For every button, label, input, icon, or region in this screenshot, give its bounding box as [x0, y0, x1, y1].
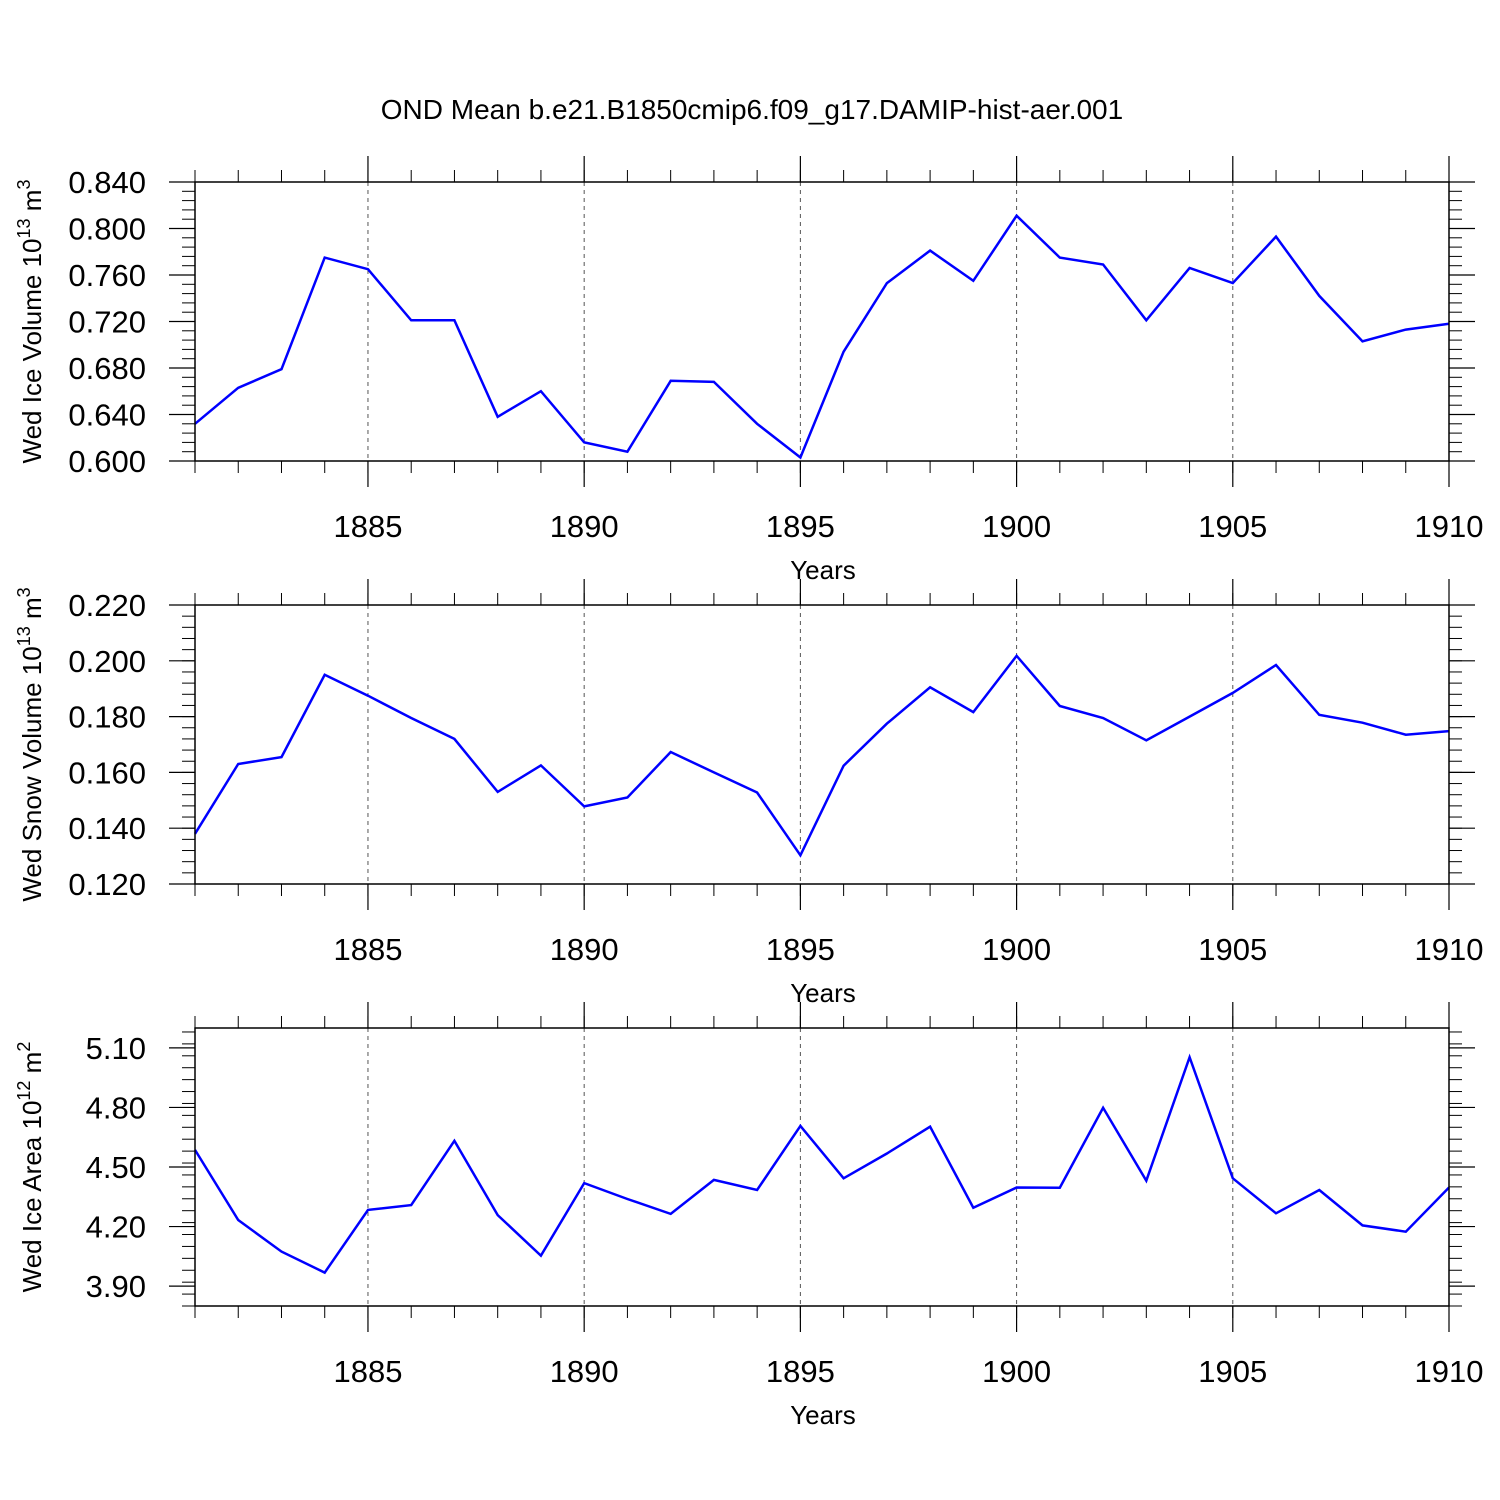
x-tick-label: 1895: [766, 509, 835, 544]
x-tick-label: 1885: [333, 509, 402, 544]
x-tick-label: 1905: [1198, 932, 1267, 967]
x-tick-label: 1900: [982, 1354, 1051, 1389]
y-tick-label: 0.200: [68, 644, 146, 679]
x-axis-label: Years: [790, 978, 856, 1008]
x-axis-label: Years: [790, 1400, 856, 1430]
x-tick-label: 1890: [550, 509, 619, 544]
y-tick-label: 4.50: [86, 1150, 146, 1185]
panel-3: 3.90 4.20 4.50 4.80 5.10 1885 1890 1895 1900 1905…: [14, 1002, 1483, 1430]
y-tick-label: 0.220: [68, 588, 146, 623]
x-tick-label: 1885: [333, 1354, 402, 1389]
y-tick-label: 0.760: [68, 258, 146, 293]
panels: 0.600 0.640 0.680 0.720 0.760 0.800 0.840 1885 1…: [14, 156, 1483, 1430]
series-line: [193, 653, 1450, 858]
y-tick-label: 0.840: [68, 165, 146, 200]
y-tick-label: 0.140: [68, 811, 146, 846]
y-tick-label: 0.180: [68, 700, 146, 735]
x-tick-label: 1905: [1198, 509, 1267, 544]
x-tick-label: 1895: [766, 932, 835, 967]
y-tick-label: 4.80: [86, 1090, 146, 1125]
x-tick-label: 1890: [550, 932, 619, 967]
y-tick-label: 0.640: [68, 398, 146, 433]
panel-2: 0.120 0.140 0.160 0.180 0.200 0.220 1885 1890 18…: [14, 579, 1483, 1008]
y-axis-label: Wed Snow Volume 1013 m3: [14, 587, 47, 901]
x-tick-label: 1905: [1198, 1354, 1267, 1389]
plot-frame: [194, 181, 1450, 462]
y-tick-label: 3.90: [86, 1269, 146, 1304]
chart-title: OND Mean b.e21.B1850cmip6.f09_g17.DAMIP-…: [381, 94, 1123, 125]
panel-1: 0.600 0.640 0.680 0.720 0.760 0.800 0.840 1885 1…: [14, 156, 1483, 585]
y-axis-label: Wed Ice Volume 1013 m3: [14, 180, 47, 464]
x-tick-label: 1895: [766, 1354, 835, 1389]
y-tick-label: 4.20: [86, 1210, 146, 1245]
x-tick-label: 1910: [1415, 509, 1484, 544]
y-tick-label: 5.10: [86, 1031, 146, 1066]
y-tick-label: 0.800: [68, 212, 146, 247]
y-tick-label: 0.720: [68, 305, 146, 340]
x-tick-label: 1900: [982, 932, 1051, 967]
y-tick-label: 0.680: [68, 351, 146, 386]
series-line: [194, 213, 1450, 460]
y-axis-label: Wed Ice Area 1012 m2: [14, 1042, 47, 1293]
plot-frame: [194, 1027, 1450, 1307]
x-axis-label: Years: [790, 555, 856, 585]
x-tick-label: 1910: [1415, 1354, 1484, 1389]
x-tick-label: 1910: [1415, 932, 1484, 967]
x-tick-label: 1890: [550, 1354, 619, 1389]
plot-frame: [194, 604, 1450, 885]
y-tick-label: 0.160: [68, 755, 146, 790]
y-tick-label: 0.120: [68, 867, 146, 902]
x-tick-label: 1900: [982, 509, 1051, 544]
x-tick-label: 1885: [333, 932, 402, 967]
series-line: [193, 1053, 1450, 1275]
y-tick-label: 0.600: [68, 444, 146, 479]
